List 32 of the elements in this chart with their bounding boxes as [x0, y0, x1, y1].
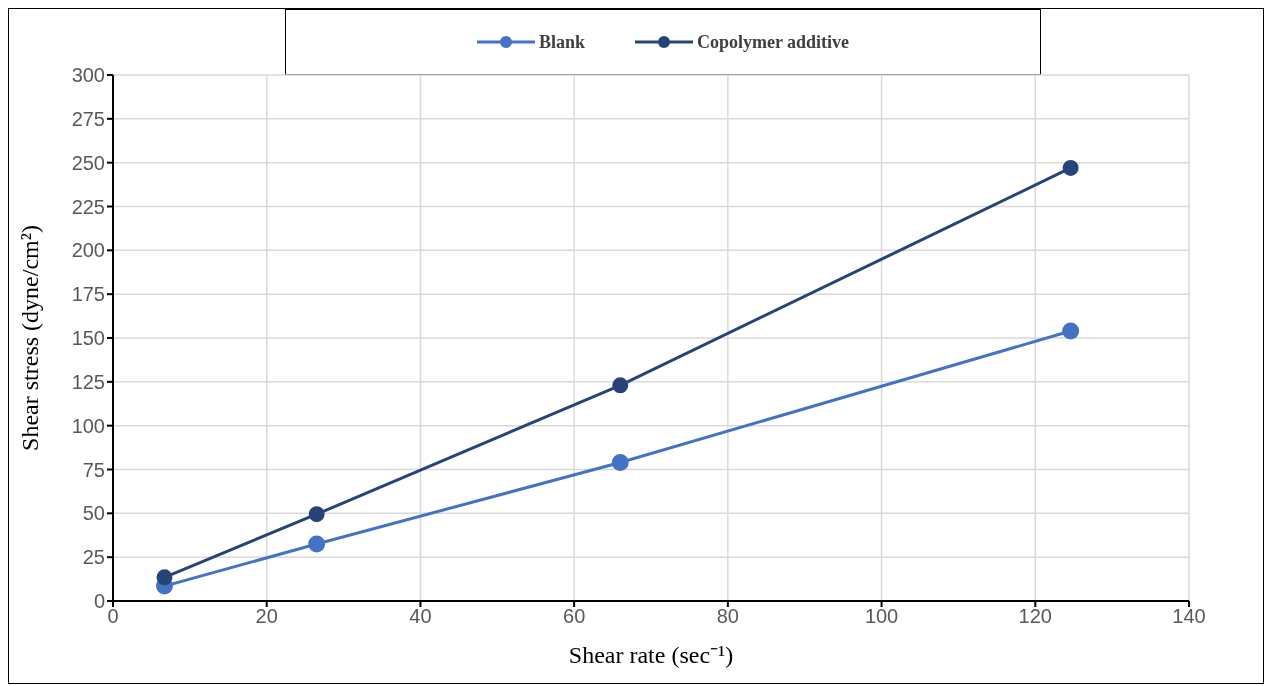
y-tick-label: 250	[71, 151, 105, 174]
y-tick-label: 100	[71, 414, 105, 437]
x-tick-label: 100	[864, 605, 899, 628]
y-tick-label: 275	[71, 107, 105, 130]
point	[308, 506, 325, 523]
y-tick-label: 50	[82, 502, 105, 525]
y-tick-label: 200	[71, 239, 105, 262]
x-tick-label: 60	[563, 605, 586, 628]
x-tick-label: 20	[255, 605, 278, 628]
y-tick-label: 25	[82, 546, 105, 569]
point	[1062, 159, 1079, 176]
x-tick-label: 40	[409, 605, 432, 628]
x-tick-label: 120	[1018, 605, 1052, 628]
legend-label: Copolymer additive	[696, 31, 850, 53]
y-tick-label: 0	[93, 590, 105, 613]
y-tick-label: 125	[71, 370, 105, 393]
y-tick-label: 175	[71, 283, 105, 306]
y-axis-title: Shear stress (dyne/cm²)	[16, 225, 43, 451]
x-tick-label: 140	[1172, 605, 1206, 628]
point	[156, 569, 173, 586]
x-tick-label: 80	[716, 605, 739, 628]
point	[611, 453, 629, 471]
y-tick-label: 150	[71, 327, 105, 350]
point	[612, 377, 629, 394]
y-tick-label: 300	[71, 64, 105, 87]
point	[308, 535, 326, 553]
x-tick-label: 0	[107, 605, 119, 628]
x-axis-title: Shear rate (sec⁻¹)	[568, 642, 734, 668]
legend-label: Blank	[538, 31, 585, 53]
y-tick-label: 225	[71, 195, 105, 218]
point	[1062, 322, 1080, 340]
y-tick-label: 75	[82, 458, 105, 481]
